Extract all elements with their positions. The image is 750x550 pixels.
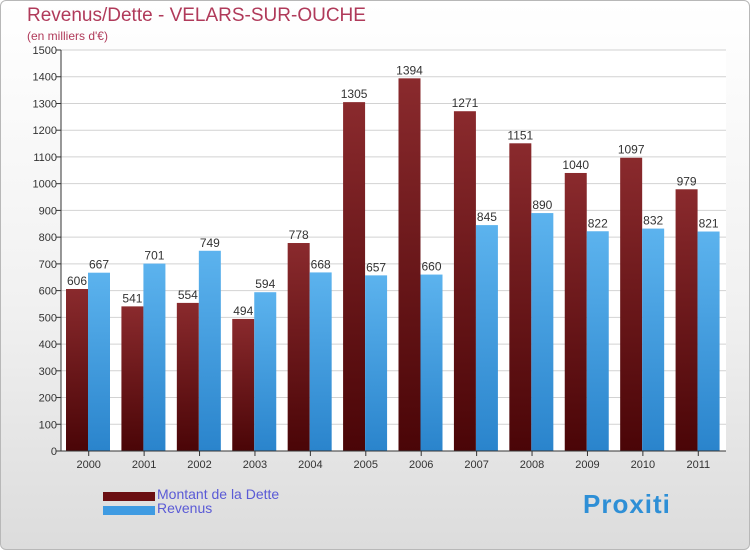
bar-revenus-2000 — [88, 272, 110, 451]
legend-swatch-revenus — [103, 506, 155, 515]
value-label-dette-2010: 1097 — [618, 143, 645, 157]
value-label-revenus-2009: 822 — [588, 216, 608, 230]
x-tick-label: 2009 — [575, 459, 599, 471]
y-tick-label: 300 — [39, 366, 57, 378]
y-tick-label: 800 — [39, 232, 57, 244]
value-label-revenus-2000: 667 — [89, 258, 109, 272]
y-tick-label: 1200 — [33, 125, 57, 137]
bar-revenus-2010 — [642, 228, 665, 451]
y-tick-label: 500 — [39, 312, 57, 324]
legend-swatch-dette — [103, 492, 155, 501]
x-tick-label: 2001 — [132, 459, 156, 471]
grid-lines — [61, 49, 726, 452]
proxiti-logo: Proxiti — [583, 489, 671, 520]
value-label-revenus-2010: 832 — [643, 214, 663, 228]
bar-dette-2009 — [564, 172, 587, 451]
logo-text: Proxiti — [583, 489, 671, 519]
value-label-dette-2006: 1394 — [396, 63, 423, 77]
y-tick-label: 1400 — [33, 72, 57, 84]
legend-label-dette: Montant de la Dette — [157, 486, 280, 502]
value-label-dette-2005: 1305 — [341, 87, 368, 101]
value-label-revenus-2006: 660 — [421, 260, 441, 274]
bars — [66, 78, 720, 452]
bar-revenus-2011 — [697, 231, 720, 451]
chart-subtitle: (en milliers d'€) — [27, 29, 108, 43]
bar-revenus-2007 — [475, 225, 498, 451]
value-label-revenus-2001: 701 — [144, 249, 164, 263]
value-label-dette-2007: 1271 — [452, 96, 479, 110]
bar-dette-2001 — [121, 306, 144, 451]
axes: 0 100 200 300 400 500 600 700 800 900 1000 1100 1200… — [33, 45, 726, 471]
bar-dette-2007 — [453, 111, 476, 451]
x-tick-label: 2007 — [464, 459, 488, 471]
value-label-dette-2000: 606 — [67, 274, 87, 288]
value-label-revenus-2003: 594 — [255, 277, 275, 291]
y-tick-label: 1500 — [33, 45, 57, 57]
bar-dette-2002 — [176, 302, 199, 451]
y-tick-label: 600 — [39, 286, 57, 298]
x-tick-label: 2006 — [409, 459, 433, 471]
x-tick-label: 2010 — [631, 459, 655, 471]
value-label-dette-2011: 979 — [677, 174, 697, 188]
bar-dette-2003 — [232, 318, 255, 451]
bar-dette-2004 — [287, 243, 310, 451]
y-tick-label: 1300 — [33, 98, 57, 110]
value-label-dette-2004: 778 — [289, 228, 309, 242]
value-label-revenus-2002: 749 — [200, 236, 220, 250]
bar-dette-2011 — [675, 189, 698, 451]
value-label-revenus-2005: 657 — [366, 260, 386, 274]
y-tick-label: 100 — [39, 419, 57, 431]
x-tick-label: 2008 — [520, 459, 544, 471]
x-tick-label: 2005 — [354, 459, 378, 471]
y-tick-label: 1100 — [33, 152, 57, 164]
value-label-dette-2009: 1040 — [562, 158, 589, 172]
bar-revenus-2001 — [143, 263, 166, 451]
y-tick-label: 700 — [39, 259, 57, 271]
y-tick-label: 900 — [39, 205, 57, 217]
y-tick-label: 1000 — [33, 179, 57, 191]
bar-dette-2005 — [343, 102, 366, 451]
value-label-dette-2002: 554 — [178, 288, 198, 302]
bar-revenus-2002 — [198, 250, 221, 451]
bar-revenus-2003 — [254, 292, 277, 451]
value-label-revenus-2007: 845 — [477, 210, 497, 224]
bar-revenus-2008 — [531, 213, 554, 451]
y-tick-label: 0 — [51, 446, 57, 458]
bar-dette-2000 — [66, 288, 88, 451]
bar-revenus-2004 — [309, 272, 332, 451]
value-label-dette-2001: 541 — [122, 291, 142, 305]
y-tick-label: 400 — [39, 339, 57, 351]
value-label-revenus-2011: 821 — [699, 217, 719, 231]
bar-revenus-2006 — [420, 274, 443, 451]
bar-dette-2010 — [620, 157, 643, 451]
x-tick-label: 2003 — [243, 459, 267, 471]
value-label-revenus-2008: 890 — [532, 198, 552, 212]
value-label-revenus-2004: 668 — [311, 257, 331, 271]
x-tick-label: 2002 — [187, 459, 211, 471]
x-tick-label: 2004 — [298, 459, 322, 471]
bar-revenus-2009 — [586, 231, 609, 451]
x-tick-label: 2011 — [686, 459, 710, 471]
legend-label-revenus: Revenus — [157, 500, 213, 516]
value-label-dette-2003: 494 — [233, 304, 253, 318]
value-label-dette-2008: 1151 — [507, 128, 533, 142]
chart-title: Revenus/Dette - VELARS-SUR-OUCHE — [27, 5, 366, 26]
bar-dette-2008 — [509, 143, 532, 452]
bar-dette-2006 — [398, 78, 421, 451]
y-tick-label: 200 — [39, 393, 57, 405]
x-tick-label: 2000 — [76, 459, 100, 471]
bar-revenus-2005 — [365, 275, 388, 451]
plot-background — [61, 50, 726, 451]
